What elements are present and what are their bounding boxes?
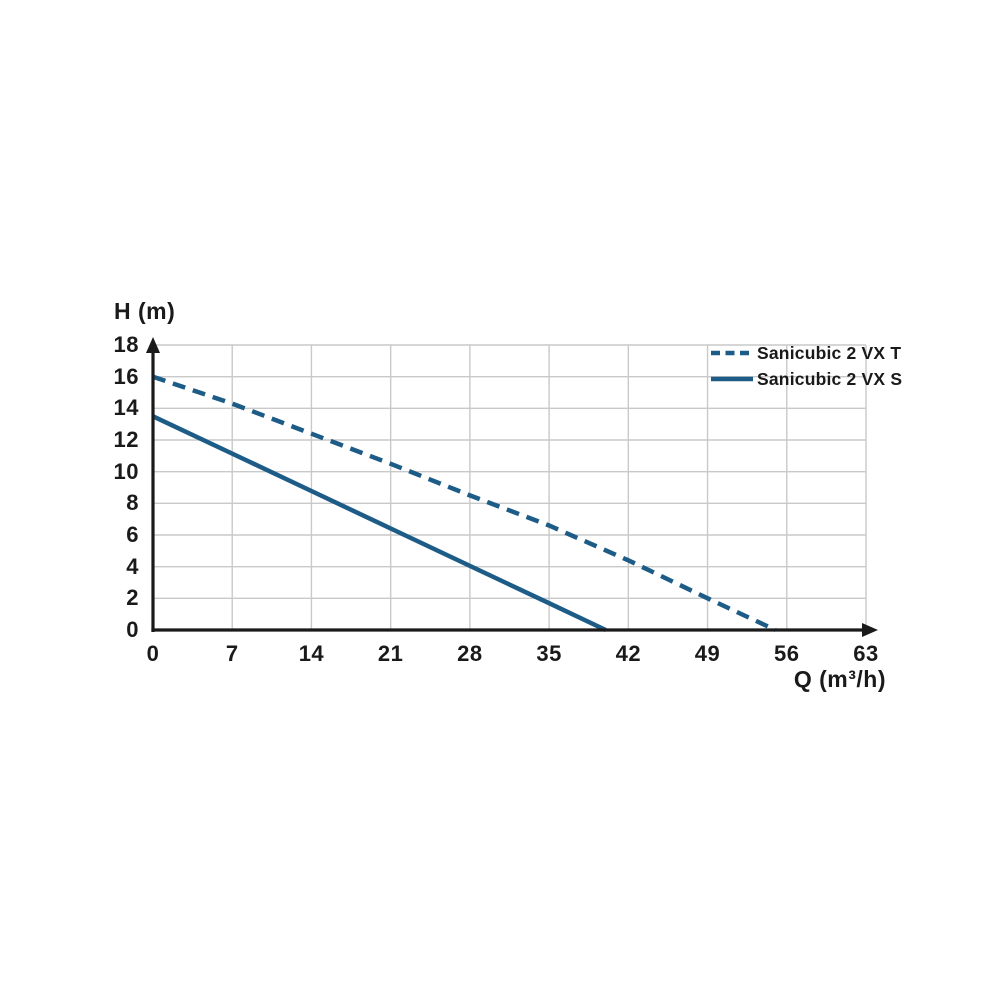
legend-item-sanicubic-2-vx-t: Sanicubic 2 VX T	[710, 340, 902, 366]
x-tick-label: 56	[774, 641, 800, 666]
y-tick-label: 14	[113, 395, 139, 421]
y-tick-label: 16	[113, 363, 139, 389]
y-tick-label: 10	[113, 458, 139, 484]
solid-line-sample-icon	[711, 376, 753, 382]
legend: Sanicubic 2 VX T Sanicubic 2 VX S	[710, 340, 902, 392]
y-tick-label: 8	[126, 490, 139, 516]
x-tick-label: 21	[377, 641, 404, 666]
y-tick-label: 6	[126, 522, 139, 547]
legend-item-sanicubic-2-vx-s: Sanicubic 2 VX S	[710, 366, 902, 392]
y-tick-label: 0	[126, 617, 139, 642]
x-tick-label: 0	[146, 641, 160, 666]
series-line-1	[152, 414, 607, 633]
x-tick-label: 7	[225, 641, 239, 666]
x-tick-label: 49	[694, 641, 721, 666]
x-tick-label: 35	[536, 641, 562, 666]
x-tick-label: 14	[298, 641, 325, 666]
legend-label: Sanicubic 2 VX S	[757, 368, 903, 389]
x-tick-label: 28	[457, 641, 483, 666]
legend-label: Sanicubic 2 VX T	[757, 342, 902, 363]
y-tick-label: 12	[113, 427, 139, 452]
y-axis-title: H (m)	[114, 298, 176, 324]
y-tick-label: 18	[113, 332, 139, 357]
x-tick-label: 63	[853, 641, 879, 666]
y-tick-label: 4	[126, 553, 139, 579]
y-tick-label: 2	[126, 585, 139, 611]
x-tick-label: 42	[615, 641, 642, 666]
x-axis-arrow-icon	[862, 623, 878, 637]
dashed-line-sample-icon	[711, 350, 753, 356]
y-axis-arrow-icon	[146, 337, 160, 353]
series-line-0	[152, 374, 777, 633]
x-axis-title: Q (m³/h)	[793, 666, 886, 692]
